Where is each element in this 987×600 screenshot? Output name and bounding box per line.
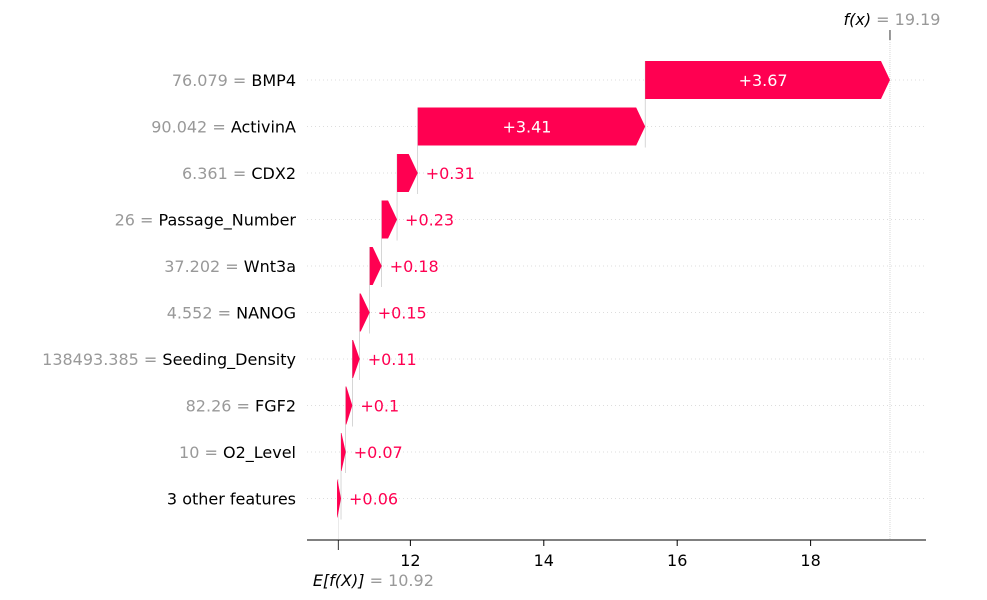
bar-value-label: +0.06 [349, 490, 398, 509]
feature-value: 90.042 = [151, 118, 231, 137]
x-tick-label: 12 [400, 551, 420, 570]
ef-value: = 10.92 [370, 571, 434, 590]
feature-label: 26 = Passage_Number [115, 211, 297, 231]
bar-value-label: +0.1 [360, 397, 399, 416]
feature-label: 3 other features [167, 490, 296, 509]
bar-passage-number [381, 200, 398, 239]
x-tick-label: 14 [534, 551, 554, 570]
feature-name: Passage_Number [159, 211, 297, 231]
ef-label: E[f(X)] = 10.92 [313, 571, 434, 590]
bar-cdx2 [397, 154, 418, 192]
x-axis: 12 14 16 18 [307, 539, 926, 570]
fx-annotation: f(x) = 19.19 [843, 10, 940, 29]
bar-value-label: +0.15 [378, 304, 427, 323]
feature-name: FGF2 [255, 397, 296, 416]
feature-label: 6.361 = CDX2 [182, 164, 296, 183]
feature-value: 37.202 = [164, 257, 244, 276]
bar-value-label: +0.07 [354, 443, 403, 462]
fx-label: f(x) = 19.19 [843, 10, 940, 29]
feature-name: Wnt3a [244, 257, 296, 276]
feature-value: 76.079 = [172, 71, 252, 90]
x-tick-label: 16 [667, 551, 687, 570]
feature-label: 37.202 = Wnt3a [164, 257, 296, 276]
contribution-bars: +3.67 +3.41 +0.31 +0.23 +0.18 +0.15 +0.11 +0.1 +… [337, 61, 890, 518]
bar-value-label: +0.11 [368, 350, 417, 369]
feature-value: 82.26 = [186, 397, 255, 416]
bar-3-other-features [337, 479, 342, 518]
feature-label: 4.552 = NANOG [167, 304, 296, 323]
feature-label: 90.042 = ActivinA [151, 118, 296, 137]
feature-name: 3 other features [167, 490, 296, 509]
bar-value-label: +0.23 [405, 211, 454, 230]
bar-nanog [359, 293, 370, 332]
expected-value-annotation: E[f(X)] = 10.92 [313, 571, 434, 590]
bar-bmp4 [645, 61, 890, 99]
feature-name: Seeding_Density [162, 350, 296, 370]
feature-value: 26 = [115, 211, 159, 230]
bar-o2-level [341, 433, 346, 471]
feature-value: 6.361 = [182, 164, 251, 183]
fx-value: = 19.19 [876, 10, 940, 29]
bar-value-label: +3.41 [502, 118, 551, 137]
bar-seeding-density [352, 340, 360, 378]
feature-value: 138493.385 = [42, 350, 162, 369]
feature-label: 82.26 = FGF2 [186, 397, 296, 416]
feature-label: 138493.385 = Seeding_Density [42, 350, 296, 370]
feature-name: BMP4 [251, 71, 296, 90]
ef-symbol: E[f(X)] [313, 571, 370, 590]
feature-value: 4.552 = [167, 304, 236, 323]
x-tick-label: 18 [800, 551, 820, 570]
feature-name: NANOG [236, 304, 296, 323]
feature-labels: 76.079 = BMP4 90.042 = ActivinA 6.361 = CD… [42, 71, 296, 509]
bar-value-label: +0.18 [390, 257, 439, 276]
bar-value-label: +3.67 [739, 71, 788, 90]
bar-value-label: +0.31 [426, 164, 475, 183]
fx-symbol: f(x) [843, 10, 876, 29]
feature-name: ActivinA [231, 118, 296, 137]
feature-name: O2_Level [223, 443, 296, 463]
bar-activina [417, 107, 646, 146]
bar-fgf2 [345, 386, 353, 425]
feature-label: 10 = O2_Level [179, 443, 296, 463]
feature-name: CDX2 [251, 164, 296, 183]
bar-wnt3a [369, 247, 382, 285]
feature-value: 10 = [179, 443, 223, 462]
feature-label: 76.079 = BMP4 [172, 71, 296, 90]
